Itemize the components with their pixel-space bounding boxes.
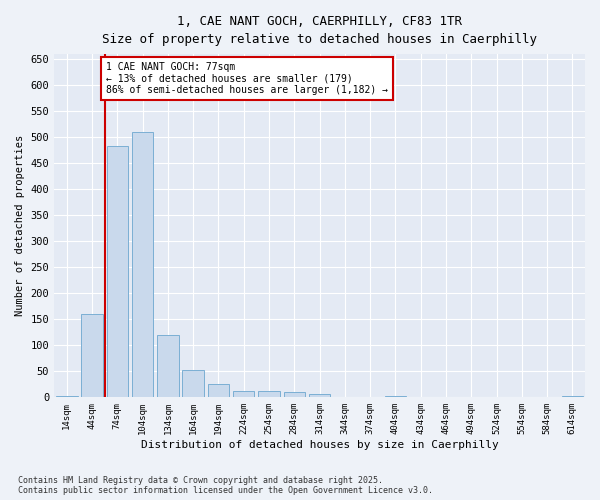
Bar xyxy=(107,146,128,398)
Bar xyxy=(562,396,583,398)
X-axis label: Distribution of detached houses by size in Caerphilly: Distribution of detached houses by size … xyxy=(141,440,499,450)
Text: Contains HM Land Registry data © Crown copyright and database right 2025.
Contai: Contains HM Land Registry data © Crown c… xyxy=(18,476,433,495)
Bar xyxy=(56,396,77,398)
Text: 1 CAE NANT GOCH: 77sqm
← 13% of detached houses are smaller (179)
86% of semi-de: 1 CAE NANT GOCH: 77sqm ← 13% of detached… xyxy=(106,62,388,95)
Bar xyxy=(132,132,154,398)
Bar xyxy=(258,391,280,398)
Y-axis label: Number of detached properties: Number of detached properties xyxy=(15,135,25,316)
Bar xyxy=(233,390,254,398)
Bar xyxy=(82,314,103,398)
Bar xyxy=(157,335,179,398)
Bar xyxy=(182,370,204,398)
Bar xyxy=(284,392,305,398)
Bar xyxy=(208,384,229,398)
Bar xyxy=(309,394,331,398)
Bar xyxy=(385,396,406,398)
Title: 1, CAE NANT GOCH, CAERPHILLY, CF83 1TR
Size of property relative to detached hou: 1, CAE NANT GOCH, CAERPHILLY, CF83 1TR S… xyxy=(102,15,537,46)
